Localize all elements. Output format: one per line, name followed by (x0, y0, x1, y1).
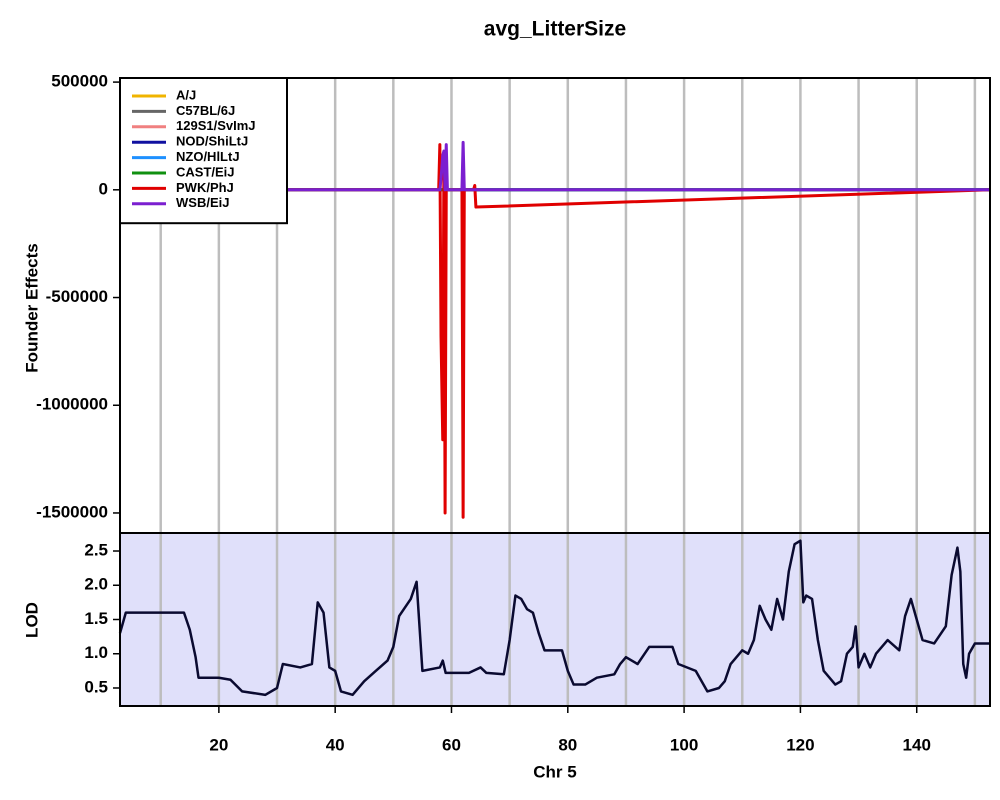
plot-background (120, 533, 990, 706)
y-tick-label: -500000 (46, 287, 108, 306)
legend-label: NOD/ShiLtJ (176, 134, 248, 149)
x-tick-label: 40 (326, 735, 345, 754)
y-tick-label: 0 (99, 179, 108, 198)
legend-label: A/J (176, 87, 196, 102)
data-line (120, 140, 990, 192)
legend-label: C57BL/6J (176, 103, 235, 118)
plot-frame (119, 532, 991, 707)
legend-label: WSB/EiJ (176, 195, 229, 210)
legend-label: PWK/PhJ (176, 180, 234, 195)
y-tick-label: 1.0 (84, 643, 108, 662)
y-tick-label: -1500000 (36, 502, 108, 521)
chart-title: avg_LitterSize (484, 18, 626, 41)
legend: A/JC57BL/6J129S1/SvImJNOD/ShiLtJNZO/HlLt… (119, 77, 288, 225)
legend-label: 129S1/SvImJ (176, 118, 256, 133)
y-tick-label: 2.0 (84, 575, 108, 594)
x-tick-label: 140 (903, 735, 931, 754)
x-tick-label: 120 (786, 735, 814, 754)
y-tick-label: 1.5 (84, 609, 108, 628)
y-axis-label: Founder Effects (22, 243, 41, 372)
legend-label: CAST/EiJ (176, 164, 235, 179)
legend-box (119, 77, 288, 225)
data-line (118, 539, 990, 697)
x-axis-label: Chr 5 (533, 762, 576, 781)
y-tick-label: 500000 (51, 72, 108, 91)
y-axis-label: LOD (22, 602, 41, 638)
y-tick-label: 0.5 (84, 677, 108, 696)
legend-label: NZO/HlLtJ (176, 149, 240, 164)
x-tick-label: 80 (558, 735, 577, 754)
x-tick-label: 100 (670, 735, 698, 754)
y-tick-label: -1000000 (36, 395, 108, 414)
y-tick-label: 2.5 (84, 540, 108, 559)
x-tick-label: 20 (209, 735, 228, 754)
x-tick-label: 60 (442, 735, 461, 754)
